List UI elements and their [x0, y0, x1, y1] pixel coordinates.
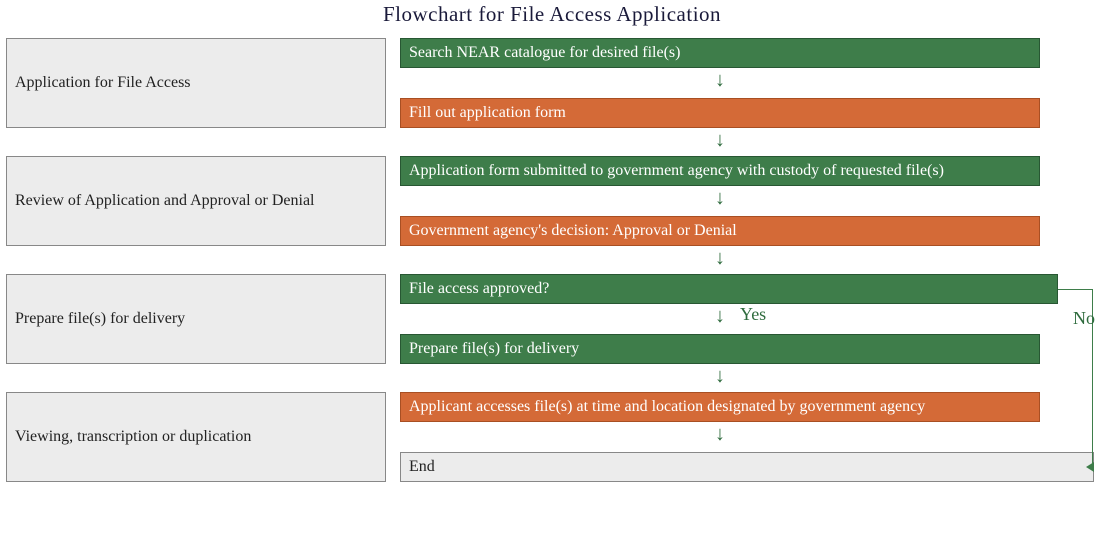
flow-step-box: Government agency's decision: Approval o…: [400, 216, 1040, 246]
flow-step-box: File access approved?: [400, 274, 1058, 304]
down-arrow-icon: ↓: [710, 366, 730, 386]
phase-box: Prepare file(s) for delivery: [6, 274, 386, 364]
flow-step-box: Prepare file(s) for delivery: [400, 334, 1040, 364]
flow-step-box: Applicant accesses file(s) at time and l…: [400, 392, 1040, 422]
phase-box: Viewing, transcription or duplication: [6, 392, 386, 482]
down-arrow-icon: ↓: [710, 70, 730, 90]
flowchart-title: Flowchart for File Access Application: [0, 2, 1104, 27]
flowchart-canvas: Flowchart for File Access Application Ap…: [0, 0, 1104, 535]
flow-step-box: Fill out application form: [400, 98, 1040, 128]
flow-step-box: Search NEAR catalogue for desired file(s…: [400, 38, 1040, 68]
down-arrow-icon: ↓: [710, 306, 730, 326]
no-branch-line: [1058, 289, 1092, 290]
phase-box: Application for File Access: [6, 38, 386, 128]
down-arrow-icon: ↓: [710, 130, 730, 150]
phase-box: Review of Application and Approval or De…: [6, 156, 386, 246]
flow-end-box: End: [400, 452, 1094, 482]
down-arrow-icon: ↓: [710, 188, 730, 208]
down-arrow-icon: ↓: [710, 424, 730, 444]
no-branch-line: [1092, 467, 1094, 468]
flow-step-box: Application form submitted to government…: [400, 156, 1040, 186]
branch-no-label: No: [1073, 308, 1095, 329]
down-arrow-icon: ↓: [710, 248, 730, 268]
branch-yes-label: Yes: [740, 304, 766, 325]
